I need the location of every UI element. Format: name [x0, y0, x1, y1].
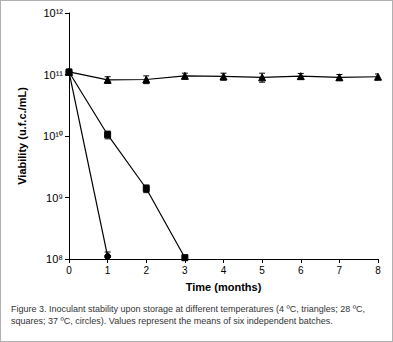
svg-text:4: 4 [221, 265, 227, 276]
svg-text:7: 7 [337, 265, 343, 276]
svg-text:10¹²: 10¹² [43, 7, 63, 19]
svg-text:10⁸: 10⁸ [46, 253, 63, 265]
svg-text:1: 1 [105, 265, 111, 276]
svg-text:Time (months): Time (months) [186, 281, 262, 293]
svg-text:8: 8 [375, 265, 381, 276]
svg-text:squares; 37 ºC, circles). Valu: squares; 37 ºC, circles). Values represe… [11, 316, 333, 326]
svg-text:6: 6 [298, 265, 304, 276]
svg-text:10¹⁰: 10¹⁰ [43, 130, 63, 142]
svg-text:10⁹: 10⁹ [46, 192, 63, 204]
svg-text:Viability (u.f.c./mL): Viability (u.f.c./mL) [16, 87, 28, 185]
svg-text:Figure 3. Inoculant stability: Figure 3. Inoculant stability upon stora… [11, 304, 368, 314]
svg-text:5: 5 [259, 265, 265, 276]
svg-text:3: 3 [182, 265, 188, 276]
svg-text:2: 2 [143, 265, 149, 276]
svg-text:0: 0 [66, 265, 72, 276]
svg-text:10¹¹: 10¹¹ [43, 69, 63, 81]
